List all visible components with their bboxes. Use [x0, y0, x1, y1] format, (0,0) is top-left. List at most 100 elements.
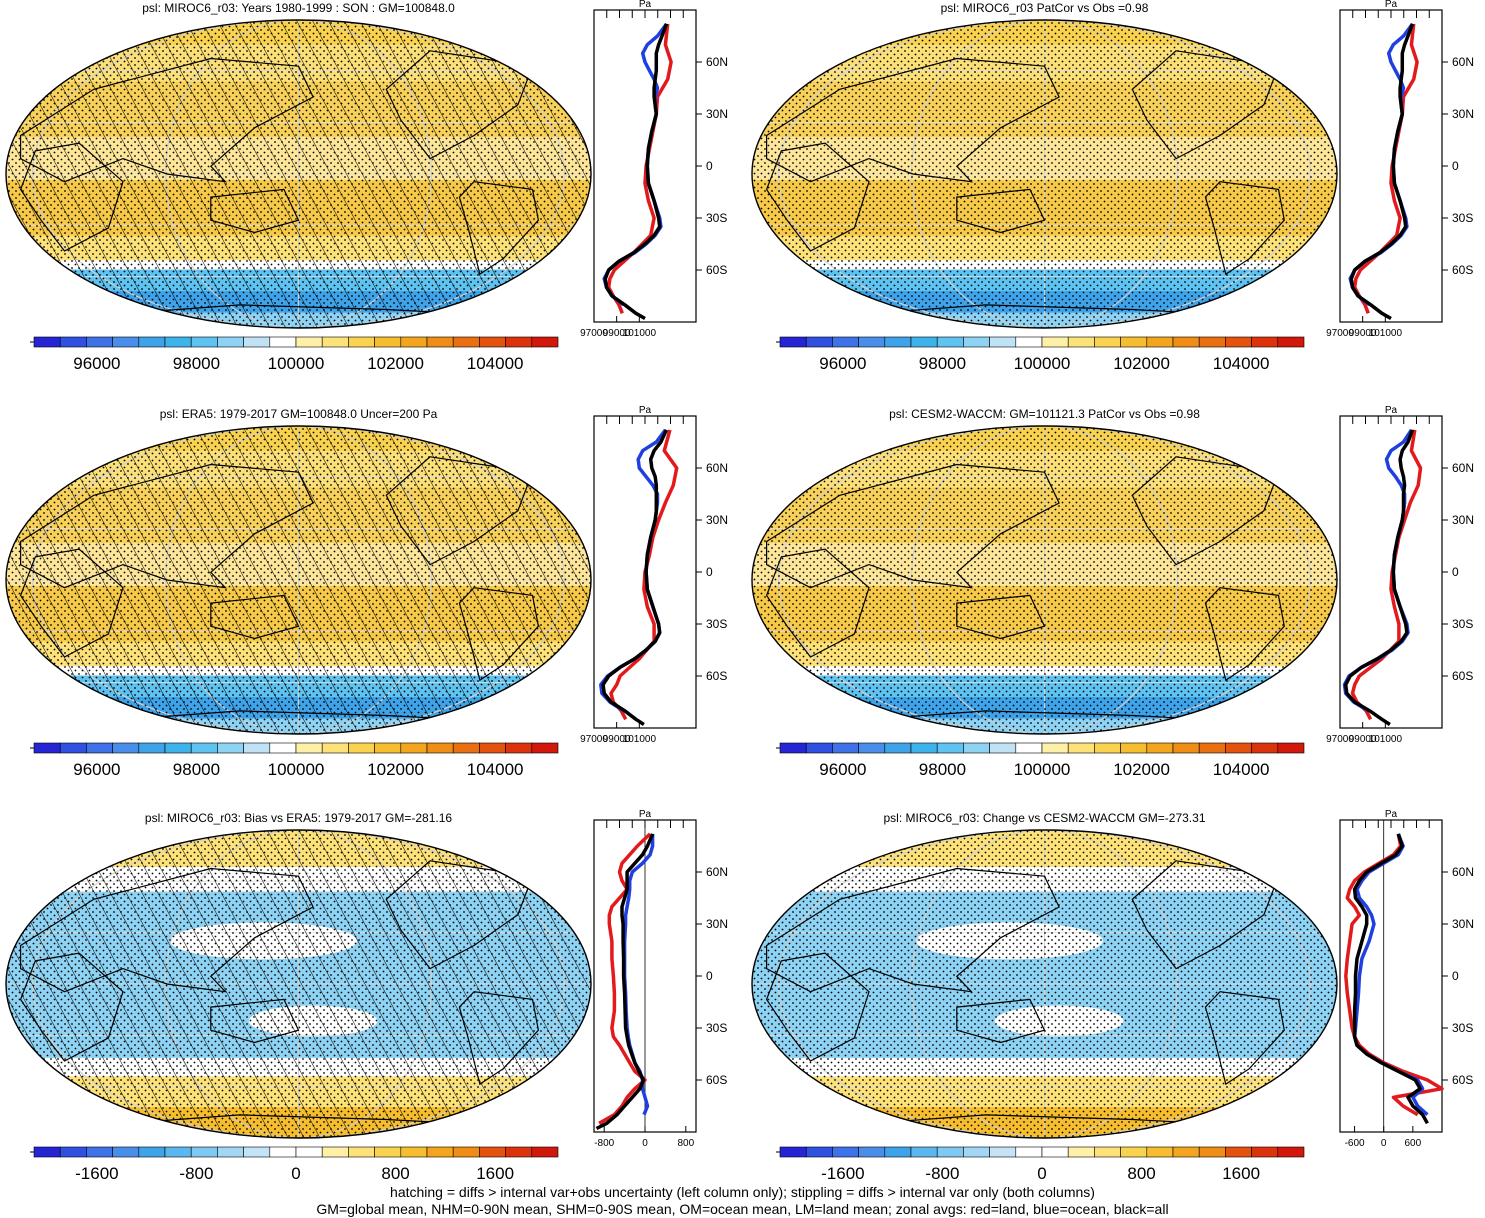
- colorbar-cell: [910, 336, 938, 348]
- colorbar-cell: [989, 336, 1017, 348]
- colorbar-cell: [400, 1146, 428, 1158]
- colorbar-cell: [1198, 1146, 1226, 1158]
- colorbar-cell: [884, 742, 912, 754]
- colorbar-cell: [33, 742, 61, 754]
- colorbar-cell: [426, 1146, 454, 1158]
- colorbar-cell: [1251, 742, 1279, 754]
- profile-y-tick: 60N: [1452, 461, 1474, 475]
- colorbar-cell: [190, 1146, 218, 1158]
- map-border: [751, 425, 1338, 735]
- colorbar-cell: [190, 742, 218, 754]
- colorbar-cell: [479, 336, 506, 348]
- profile-y-tick: 60N: [706, 55, 728, 69]
- colorbar-cell: [426, 742, 454, 754]
- colorbar-tick-label: -1600: [821, 1164, 864, 1183]
- profile-unit-label: Pa: [1385, 0, 1398, 10]
- colorbar-cell: [269, 336, 297, 348]
- panel-5: psl: MIROC6_r03: Bias vs ERA5: 1979-2017…: [5, 811, 592, 1139]
- colorbar-cell: [1015, 742, 1043, 754]
- colorbar-cell: [295, 742, 323, 754]
- colorbar-tick-label: 98000: [173, 354, 220, 373]
- colorbar-cell: [1251, 1146, 1279, 1158]
- colorbar-tick-label: 100000: [1014, 354, 1071, 373]
- map-border: [751, 829, 1338, 1139]
- colorbar-3: 96000 98000 100000 102000 104000: [30, 742, 559, 779]
- colorbar-cell: [33, 1146, 61, 1158]
- colorbar-tick-label: 100000: [268, 354, 325, 373]
- colorbar-cell: [832, 742, 859, 754]
- profile-y-tick: 60N: [706, 461, 728, 475]
- colorbar-cell: [479, 742, 506, 754]
- profile-x-tick: 97000: [1326, 734, 1354, 745]
- colorbar-cell: [1120, 1146, 1148, 1158]
- colorbar-cell: [936, 742, 964, 754]
- colorbar-cell: [963, 742, 990, 754]
- profile-y-tick: 30S: [706, 211, 727, 225]
- zonal-profile-5: Pa 60N 30N 0 30S 60S -800 0 800: [593, 809, 728, 1149]
- map-border: [5, 425, 592, 735]
- colorbar-tick-label: 96000: [819, 354, 866, 373]
- colorbar-cell: [243, 1146, 271, 1158]
- colorbar-cell: [1277, 336, 1305, 348]
- colorbar-cell: [112, 742, 140, 754]
- colorbar-cell: [1120, 336, 1148, 348]
- profile-y-tick: 30S: [1452, 211, 1473, 225]
- colorbar-cell: [374, 336, 402, 348]
- colorbar-cell: [1172, 1146, 1200, 1158]
- colorbar-cell: [1041, 336, 1069, 348]
- panel-6: psl: MIROC6_r03: Change vs CESM2-WACCM G…: [751, 811, 1338, 1139]
- hatching: [6, 830, 591, 1138]
- colorbar-cell: [1094, 336, 1121, 348]
- colorbar-cell: [59, 742, 87, 754]
- profile-x-tick: 97000: [580, 328, 608, 339]
- colorbar-cell: [321, 1146, 349, 1158]
- footer-line-1: hatching = diffs > internal var+obs unce…: [390, 1184, 1095, 1200]
- colorbar-cell: [1067, 336, 1095, 348]
- profile-y-tick: 30N: [706, 917, 728, 931]
- colorbar-cell: [1067, 742, 1095, 754]
- colorbar-cell: [884, 336, 912, 348]
- colorbar-tick-label: 98000: [919, 354, 966, 373]
- series-all: [1343, 429, 1415, 726]
- colorbar-tick-label: 1600: [1222, 1164, 1260, 1183]
- colorbar-tick-label: 102000: [367, 354, 424, 373]
- profile-x-tick: 99000: [1349, 328, 1377, 339]
- colorbar-tick-label: 98000: [919, 760, 966, 779]
- colorbar-cell: [531, 336, 559, 348]
- colorbar-tick-label: 96000: [73, 760, 120, 779]
- colorbar-cell: [217, 742, 244, 754]
- map-border: [5, 829, 592, 1139]
- colorbar-cell: [59, 336, 87, 348]
- map: [751, 425, 1338, 735]
- colorbar-4: 96000 98000 100000 102000 104000: [776, 742, 1305, 779]
- colorbar-cell: [1198, 336, 1226, 348]
- profile-y-tick: 30S: [706, 1021, 727, 1035]
- profile-y-tick: 0: [1452, 969, 1459, 983]
- colorbar-tick-label: 0: [1037, 1164, 1046, 1183]
- colorbar-cell: [138, 336, 166, 348]
- colorbar-cell: [1041, 1146, 1069, 1158]
- colorbar-cell: [505, 336, 533, 348]
- panel-title: psl: MIROC6_r03: Bias vs ERA5: 1979-2017…: [145, 811, 452, 825]
- colorbar-cell: [321, 336, 349, 348]
- colorbar-cell: [348, 336, 375, 348]
- profile-x-tick: 99000: [603, 328, 631, 339]
- series-all: [603, 23, 669, 321]
- profile-y-tick: 60S: [1452, 263, 1473, 277]
- profile-y-tick: 60S: [706, 1073, 727, 1087]
- colorbar-cell: [348, 1146, 375, 1158]
- colorbar-tick-label: 104000: [1213, 354, 1270, 373]
- map-border: [5, 19, 592, 329]
- colorbar-cell: [1041, 742, 1069, 754]
- colorbar-cell: [164, 742, 192, 754]
- profile-y-tick: 30S: [1452, 1021, 1473, 1035]
- series-all: [595, 833, 655, 1131]
- colorbar-tick-label: 102000: [1113, 760, 1170, 779]
- colorbar-cell: [1094, 742, 1121, 754]
- profile-y-tick: 0: [1452, 565, 1459, 579]
- series-land: [1344, 833, 1444, 1117]
- colorbar-cell: [1015, 336, 1043, 348]
- colorbar-cell: [1225, 1146, 1252, 1158]
